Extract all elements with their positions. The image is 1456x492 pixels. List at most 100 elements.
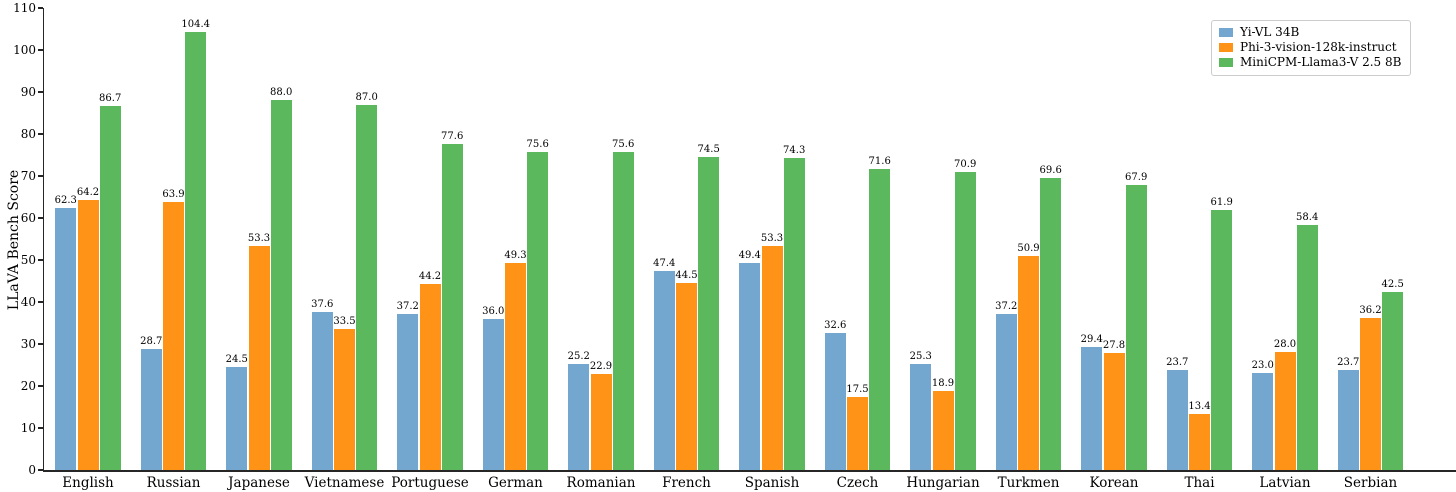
x-tick-label: Korean: [1089, 475, 1139, 491]
bar: [761, 246, 783, 470]
bar-value-label: 74.3: [783, 144, 806, 156]
bar-value-label: 28.0: [1273, 339, 1297, 351]
legend-row: MiniCPM-Llama3-V 2.5 8B: [1219, 55, 1401, 70]
bar-value-label: 49.3: [504, 249, 527, 261]
x-tick-label: Hungarian: [906, 475, 980, 491]
bar-value-label: 104.4: [181, 18, 210, 30]
bar-value-label: 27.8: [1102, 340, 1126, 352]
bar-value-label: 67.9: [1125, 171, 1148, 183]
bar-value-label: 25.3: [909, 350, 932, 362]
bar: [954, 172, 976, 470]
bar-value-label: 28.7: [140, 336, 163, 348]
y-tick-label: 60: [20, 211, 36, 225]
bar: [739, 262, 761, 470]
bar: [910, 363, 932, 470]
y-tick-mark: [38, 385, 43, 387]
y-tick-mark: [38, 301, 43, 303]
bar: [1337, 370, 1359, 470]
y-tick-label: 20: [20, 379, 36, 393]
bar: [698, 157, 720, 470]
bar-value-label: 53.3: [760, 233, 784, 245]
x-tick-label: French: [662, 475, 711, 491]
bar-value-label: 25.2: [567, 351, 590, 363]
y-tick-mark: [38, 175, 43, 177]
bar-value-label: 42.5: [1381, 278, 1404, 290]
y-tick-label: 110: [13, 1, 36, 15]
bar-value-label: 86.7: [99, 92, 122, 104]
bar: [1125, 184, 1147, 470]
legend-row: Yi-VL 34B: [1219, 25, 1401, 40]
bar: [419, 284, 441, 470]
bar: [1252, 373, 1274, 470]
bar: [590, 373, 612, 470]
bar: [1382, 291, 1404, 470]
bar-value-label: 32.6: [824, 320, 847, 332]
bar: [185, 31, 207, 470]
x-tick-label: German: [488, 475, 543, 491]
bar-value-label: 69.6: [1039, 164, 1062, 176]
bar-value-label: 53.3: [247, 233, 271, 245]
y-tick-label: 70: [20, 169, 36, 183]
bar: [334, 329, 355, 470]
bar-value-label: 36.2: [1359, 304, 1382, 316]
y-tick-mark: [38, 7, 43, 9]
bar: [869, 169, 891, 470]
bar-value-label: 47.4: [653, 257, 676, 269]
bar-value-label: 29.4: [1080, 333, 1103, 345]
bar: [356, 104, 378, 470]
bar: [1081, 346, 1103, 470]
x-tick-label: Serbian: [1343, 475, 1398, 491]
bar-value-label: 13.4: [1188, 400, 1211, 412]
bar-value-label: 23.7: [1337, 357, 1360, 369]
bar-value-label: 50.9: [1017, 243, 1040, 255]
bar-value-label: 74.5: [697, 144, 720, 156]
bar: [1211, 210, 1233, 470]
bar-value-label: 33.5: [333, 316, 356, 328]
bar: [1103, 353, 1125, 470]
bar: [163, 201, 184, 470]
x-tick-label: Portuguese: [391, 475, 469, 491]
bar-value-label: 44.5: [675, 270, 698, 282]
bar-value-label: 71.6: [868, 156, 891, 168]
bar: [311, 312, 333, 470]
bar: [77, 200, 99, 470]
bar: [99, 105, 121, 470]
bar-value-label: 64.2: [76, 187, 100, 199]
bar-value-label: 88.0: [270, 87, 293, 99]
bar: [676, 283, 697, 470]
bar: [847, 396, 868, 470]
bar-value-label: 70.9: [954, 159, 977, 171]
bar-value-label: 58.4: [1296, 211, 1319, 223]
y-tick-label: 90: [20, 85, 36, 99]
y-tick-mark: [38, 91, 43, 93]
bar-value-label: 44.2: [418, 271, 442, 283]
y-tick-label: 30: [20, 337, 36, 351]
y-tick-mark: [38, 217, 43, 219]
bar: [482, 318, 504, 470]
bar-value-label: 75.6: [612, 139, 635, 151]
legend-swatch-icon: [1219, 43, 1233, 52]
bar: [612, 152, 634, 470]
bar: [397, 313, 419, 470]
x-tick-label: Vietnamese: [304, 475, 385, 491]
x-tick-label: Romanian: [566, 475, 636, 491]
bar-value-label: 17.5: [846, 383, 869, 395]
y-tick-label: 40: [20, 295, 36, 309]
legend-label: MiniCPM-Llama3-V 2.5 8B: [1240, 55, 1402, 69]
bar-value-label: 87.0: [355, 91, 378, 103]
y-tick-mark: [38, 343, 43, 345]
x-tick-label: Turkmen: [997, 475, 1060, 491]
bar-value-label: 77.6: [441, 131, 464, 143]
bar: [568, 364, 590, 470]
x-tick-label: Russian: [146, 475, 201, 491]
y-tick-label: 50: [20, 253, 36, 267]
bar-value-label: 61.9: [1210, 197, 1233, 209]
bar: [527, 152, 549, 470]
x-tick-label: Thai: [1184, 475, 1215, 491]
y-tick-label: 100: [13, 43, 36, 57]
legend-row: Phi-3-vision-128k-instruct: [1219, 40, 1401, 55]
bar-value-label: 37.2: [396, 300, 419, 312]
bar-value-label: 24.5: [225, 354, 248, 366]
bar-value-label: 37.2: [995, 300, 1018, 312]
